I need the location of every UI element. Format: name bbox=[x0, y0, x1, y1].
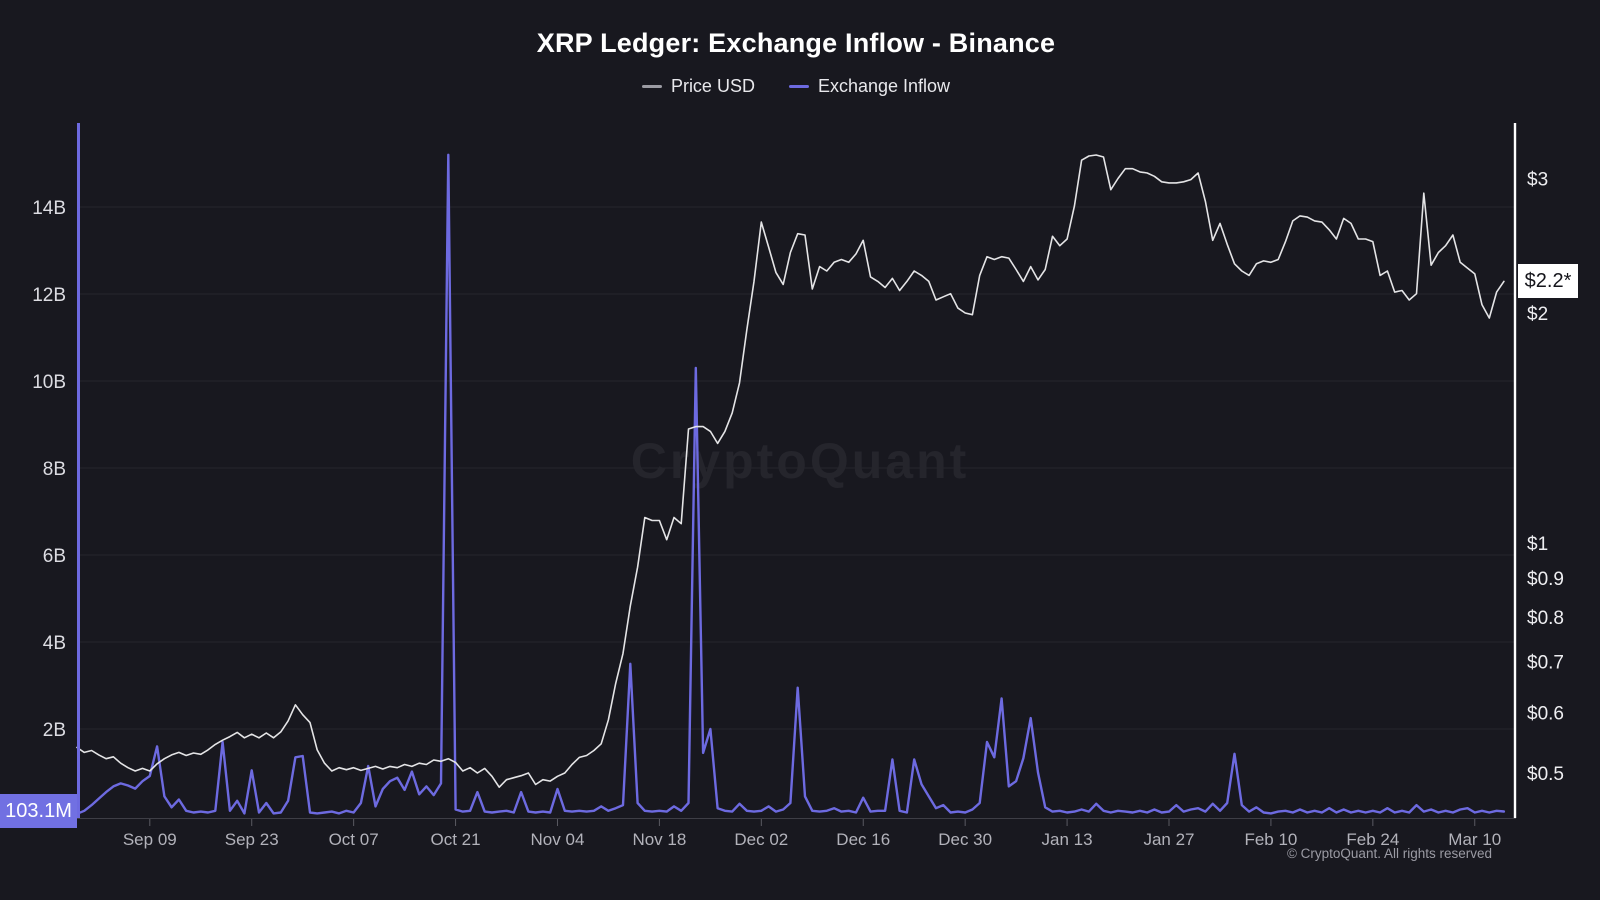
x-axis-tick-label: Feb 24 bbox=[1346, 830, 1399, 849]
price-line-series bbox=[76, 154, 1505, 789]
left-axis-tick-label: 12B bbox=[32, 285, 66, 306]
right-axis-tick-label: $0.7 bbox=[1527, 652, 1564, 673]
cryptoquant-watermark: CryptoQuant bbox=[631, 433, 970, 489]
x-axis-tick-label: Jan 27 bbox=[1143, 830, 1194, 849]
x-axis-tick-label: Dec 02 bbox=[734, 830, 788, 849]
left-axis-tick-label: 8B bbox=[43, 459, 66, 480]
left-axis-tick-label: 10B bbox=[32, 372, 66, 393]
x-axis-tick-label: Nov 18 bbox=[632, 830, 686, 849]
legend-label-inflow: Exchange Inflow bbox=[817, 76, 951, 96]
inflow-current-value-badge: 103.1M bbox=[0, 794, 77, 828]
right-axis-tick-label: $2 bbox=[1527, 304, 1548, 325]
price-line-swatch-icon bbox=[641, 85, 662, 88]
x-axis-tick-label: Oct 07 bbox=[329, 830, 379, 849]
legend-label-price: Price USD bbox=[670, 76, 755, 96]
chart-legend: Price USD Exchange Inflow bbox=[0, 76, 1592, 97]
right-axis-tick-label: $0.8 bbox=[1527, 608, 1564, 629]
x-axis-tick-label: Jan 13 bbox=[1042, 830, 1093, 849]
left-axis-tick-label: 4B bbox=[43, 633, 66, 654]
x-axis-tick-label: Sep 09 bbox=[123, 830, 177, 849]
left-axis-tick-label: 2B bbox=[43, 720, 66, 741]
right-axis-tick-label: $0.9 bbox=[1527, 569, 1564, 590]
price-current-value-badge: $2.2* bbox=[1518, 264, 1578, 298]
page-title: XRP Ledger: Exchange Inflow - Binance bbox=[536, 28, 1056, 58]
x-axis-tick-label: Mar 10 bbox=[1448, 830, 1501, 849]
right-axis-tick-label: $0.6 bbox=[1527, 704, 1564, 725]
right-axis-tick-label: $3 bbox=[1527, 169, 1548, 190]
legend-item-price[interactable]: Price USD bbox=[641, 76, 755, 97]
x-axis-tick-label: Oct 21 bbox=[431, 830, 481, 849]
x-axis-tick-label: Dec 16 bbox=[836, 830, 890, 849]
right-axis-tick-label: $1 bbox=[1527, 534, 1548, 555]
x-axis-tick-label: Feb 10 bbox=[1244, 830, 1297, 849]
right-axis-tick-label: $0.5 bbox=[1527, 764, 1564, 785]
left-axis-tick-label: 14B bbox=[32, 198, 66, 219]
inflow-line-swatch-icon bbox=[788, 85, 809, 88]
copyright-footer: © CryptoQuant. All rights reserved bbox=[1286, 846, 1492, 861]
x-axis-tick-label: Nov 04 bbox=[531, 830, 585, 849]
x-axis-tick-label: Sep 23 bbox=[225, 830, 279, 849]
left-axis-tick-label: 6B bbox=[43, 546, 66, 567]
legend-item-inflow[interactable]: Exchange Inflow bbox=[788, 76, 951, 97]
inflow-line-series bbox=[75, 153, 1506, 815]
x-axis-tick-label: Dec 30 bbox=[938, 830, 992, 849]
